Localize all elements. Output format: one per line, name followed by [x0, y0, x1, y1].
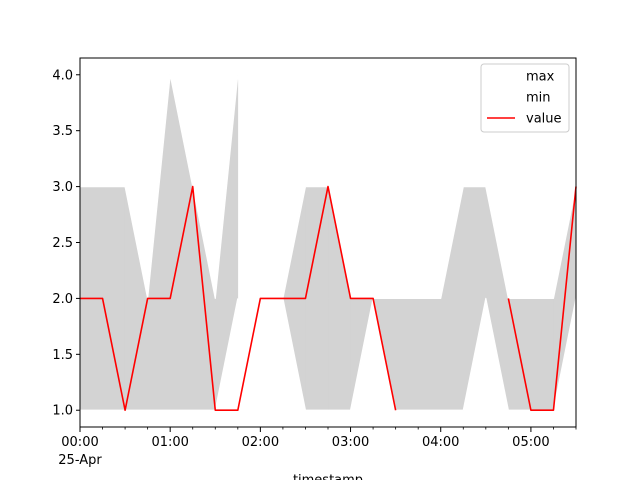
band-segment	[214, 74, 239, 411]
y-tick-label: 3.0	[52, 180, 73, 195]
band-segment	[124, 186, 148, 411]
band-segment	[485, 186, 509, 411]
y-tick-label: 4.0	[52, 68, 73, 83]
series-line-value	[507, 186, 577, 412]
band-segment	[327, 186, 351, 411]
y-tick-label: 1.0	[52, 404, 73, 419]
series-lines	[80, 74, 577, 412]
legend-box	[480, 63, 570, 133]
x-tick-label: 03:00	[332, 435, 369, 450]
x-tick-sublabel: 25-Apr	[58, 453, 102, 468]
x-tick-label: 04:00	[422, 435, 459, 450]
legend: max min value	[480, 63, 570, 133]
legend-label-min: min	[526, 91, 551, 106]
x-axis: 00:00 25-Apr 01:00 02:00 03:00 04:00 05:00	[58, 427, 577, 468]
band-segment	[530, 298, 554, 411]
series-line-min	[80, 298, 239, 411]
series-line-min	[282, 297, 577, 411]
x-tick-label: 00:00	[61, 435, 98, 450]
x-tick-label: 05:00	[512, 435, 549, 450]
x-tick-label: 02:00	[242, 435, 279, 450]
band-segment	[395, 298, 419, 411]
x-axis-label: timestamp	[293, 473, 363, 480]
band-segment	[440, 186, 464, 411]
y-tick-label: 2.5	[52, 236, 73, 251]
legend-label-value: value	[526, 112, 562, 127]
x-tick-label: 01:00	[151, 435, 188, 450]
y-axis: 1.0 1.5 2.0 2.5 3.0 3.5 4.0	[52, 68, 80, 419]
legend-label-max: max	[526, 70, 555, 85]
y-tick-label: 3.5	[52, 124, 73, 139]
y-tick-label: 2.0	[52, 292, 73, 307]
series-line-value	[80, 185, 397, 412]
band-segment	[147, 74, 171, 411]
band-segment	[305, 186, 329, 411]
band-segment	[102, 186, 126, 411]
band-segment	[417, 298, 442, 411]
band-segment	[462, 186, 487, 411]
y-tick-label: 1.5	[52, 348, 73, 363]
